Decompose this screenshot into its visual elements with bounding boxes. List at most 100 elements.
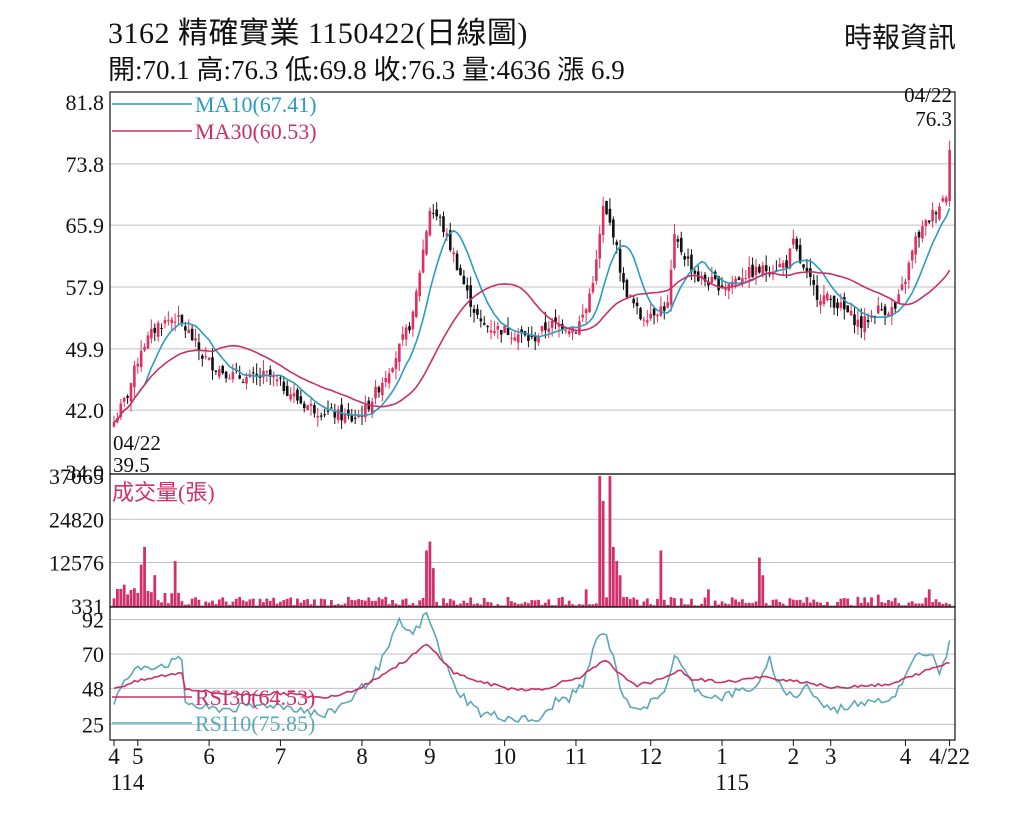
volume-bar <box>948 604 952 607</box>
candle-body <box>890 307 894 317</box>
volume-bar <box>360 599 364 607</box>
candle-body <box>343 414 347 423</box>
volume-bar <box>768 605 771 607</box>
volume-bar <box>757 557 761 607</box>
volume-bar <box>795 600 799 607</box>
volume-bar <box>815 602 819 607</box>
candle-body <box>306 405 309 410</box>
volume-bar <box>187 604 191 607</box>
x-tick-label: 3 <box>825 744 837 769</box>
volume-bar <box>472 604 476 607</box>
volume-bar <box>357 599 360 607</box>
candle-body <box>411 311 415 330</box>
volume-bar <box>615 561 619 607</box>
volume-bar <box>228 604 231 607</box>
candle-body <box>707 281 710 286</box>
volume-bar <box>489 602 493 607</box>
volume-bar <box>527 603 530 607</box>
volume-bar <box>747 602 751 607</box>
candle-body <box>292 393 296 397</box>
candle-body <box>910 250 914 261</box>
candle-body <box>652 308 656 316</box>
candle-body <box>336 409 340 420</box>
candle-body <box>700 275 703 277</box>
volume-bar <box>802 602 805 607</box>
candle-body <box>710 276 714 283</box>
candle-body <box>506 328 510 336</box>
volume-bar <box>591 604 595 607</box>
volume-bar <box>876 594 880 607</box>
volume-bar <box>272 597 276 607</box>
candle-body <box>730 281 734 287</box>
ohlc-summary: 開:70.1 高:76.3 低:69.8 收:76.3 量:4636 漲 6.9 <box>108 55 625 85</box>
source-label: 時報資訊 <box>843 23 956 54</box>
candle-body <box>805 267 809 273</box>
volume-bar <box>720 601 724 607</box>
volume-bar <box>863 597 867 607</box>
volume-bar <box>632 597 636 607</box>
candle-body <box>126 396 129 398</box>
price-tick-label: 57.9 <box>66 275 105 300</box>
candle-body <box>119 403 123 418</box>
volume-bar <box>190 598 194 607</box>
panel-frame <box>109 473 956 608</box>
volume-bar <box>917 603 921 607</box>
candle-body <box>584 309 588 314</box>
volume-bar <box>469 597 473 607</box>
volume-bar <box>656 598 659 607</box>
volume-bar <box>465 603 469 607</box>
volume-bar <box>635 599 639 607</box>
candle-body <box>520 329 523 334</box>
volume-bar <box>231 601 235 607</box>
volume-bar <box>550 605 554 607</box>
price-tick-label: 81.8 <box>66 90 105 115</box>
axis-labels: 81.873.865.957.949.942.034.0370652482012… <box>49 83 970 795</box>
candle-body <box>686 256 690 259</box>
x-tick-label: 11 <box>565 744 587 769</box>
volume-bar <box>387 604 391 607</box>
candle-body <box>326 410 330 412</box>
volume-bar <box>659 550 663 607</box>
candle-body <box>442 216 445 233</box>
candle-body <box>401 334 405 340</box>
candle-body <box>758 266 761 273</box>
volume-bar <box>126 594 129 607</box>
candle-body <box>221 366 224 374</box>
candle-body <box>445 233 449 237</box>
candle-body <box>241 381 245 383</box>
volume-bar <box>476 603 479 607</box>
volume-bar <box>761 575 765 607</box>
candle-body <box>944 197 948 203</box>
volume-bar <box>577 604 581 607</box>
volume-bar <box>771 599 775 607</box>
candle-body <box>595 259 598 281</box>
candle-body <box>493 331 496 334</box>
volume-bar <box>727 604 731 607</box>
volume-bar <box>421 597 425 607</box>
candle-body <box>605 200 608 215</box>
volume-bar <box>431 568 435 607</box>
candle-body <box>207 357 211 360</box>
volume-bar <box>132 588 136 607</box>
volume-bar <box>798 599 802 607</box>
candle-body <box>268 369 272 377</box>
volume-bar <box>289 597 293 607</box>
volume-bar <box>363 600 367 607</box>
candle-body <box>387 373 391 384</box>
volume-bar <box>139 564 143 607</box>
volume-bar <box>846 598 850 607</box>
low-value-annotation: 39.5 <box>113 453 150 477</box>
volume-bar <box>279 601 282 607</box>
volume-bars <box>112 476 952 607</box>
volume-bar <box>428 541 432 607</box>
volume-bar <box>391 599 394 607</box>
candle-body <box>309 403 313 406</box>
price-tick-label: 73.8 <box>66 152 105 177</box>
volume-bar <box>679 598 683 607</box>
candle-body <box>516 334 520 343</box>
candle-body <box>673 233 676 268</box>
candle-body <box>846 305 850 313</box>
x-tick-label: 4/22 <box>929 744 970 769</box>
candle-body <box>883 306 887 315</box>
candle-body <box>720 285 724 288</box>
